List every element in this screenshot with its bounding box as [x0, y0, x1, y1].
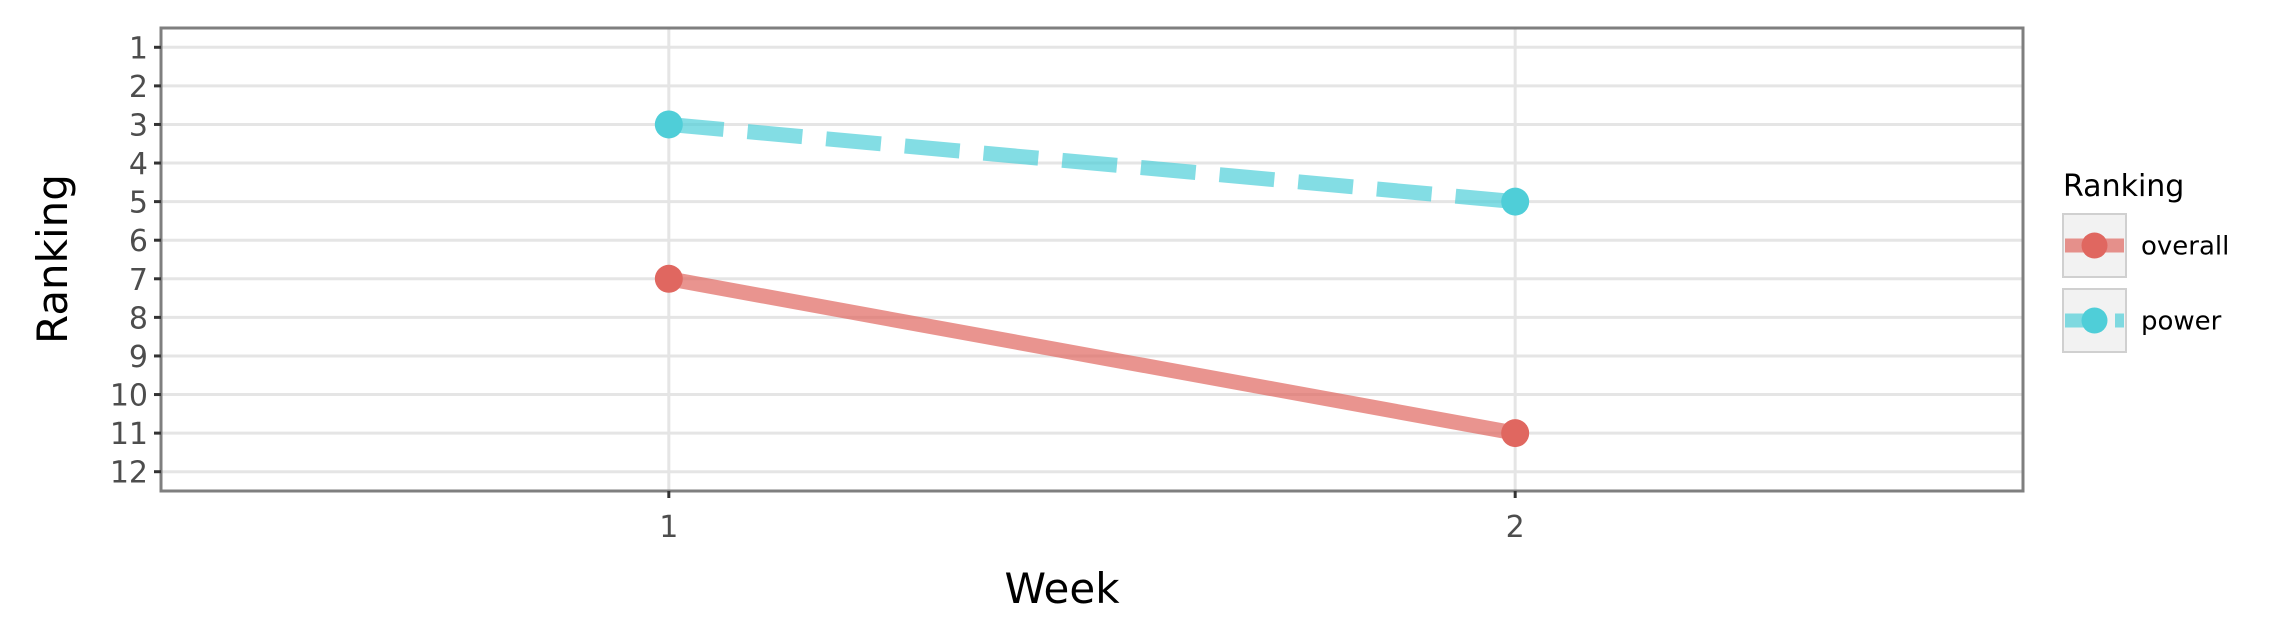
y-tick-label: 2: [129, 70, 148, 105]
y-tick-label: 8: [129, 301, 148, 336]
legend-key-point-power: [2081, 307, 2108, 334]
legend-label-power: power: [2141, 307, 2222, 337]
y-tick-label: 7: [129, 263, 148, 298]
y-tick-label: 6: [129, 224, 148, 259]
legend: Ranking overall power: [2062, 169, 2229, 353]
x-tick-label: 2: [1506, 510, 1525, 545]
y-tick-label: 9: [129, 340, 148, 375]
series-point-overall: [1501, 419, 1530, 448]
series-point-power: [654, 110, 683, 139]
legend-title: Ranking: [2063, 169, 2184, 204]
plot-border: [159, 26, 2025, 493]
y-tick-label: 10: [110, 379, 148, 414]
x-tick-label: 1: [659, 510, 678, 545]
series-group: [654, 110, 1530, 448]
y-axis-title: Ranking: [28, 174, 77, 344]
series-line-power: [668, 116, 1516, 210]
series-point-power: [1501, 187, 1530, 216]
series-line-overall: [667, 271, 1517, 441]
y-tick-label: 3: [129, 108, 148, 143]
y-tick-label: 1: [129, 31, 148, 66]
x-axis-title: Week: [1004, 564, 1120, 613]
y-tick-label: 11: [110, 417, 148, 452]
legend-label-overall: overall: [2141, 232, 2229, 262]
y-tick-label: 5: [129, 186, 148, 221]
series-point-overall: [654, 264, 683, 293]
legend-key-point-overall: [2081, 232, 2108, 259]
y-tick-label: 4: [129, 147, 148, 182]
y-tick-label: 12: [110, 456, 148, 491]
grid-lines: [161, 28, 2023, 491]
